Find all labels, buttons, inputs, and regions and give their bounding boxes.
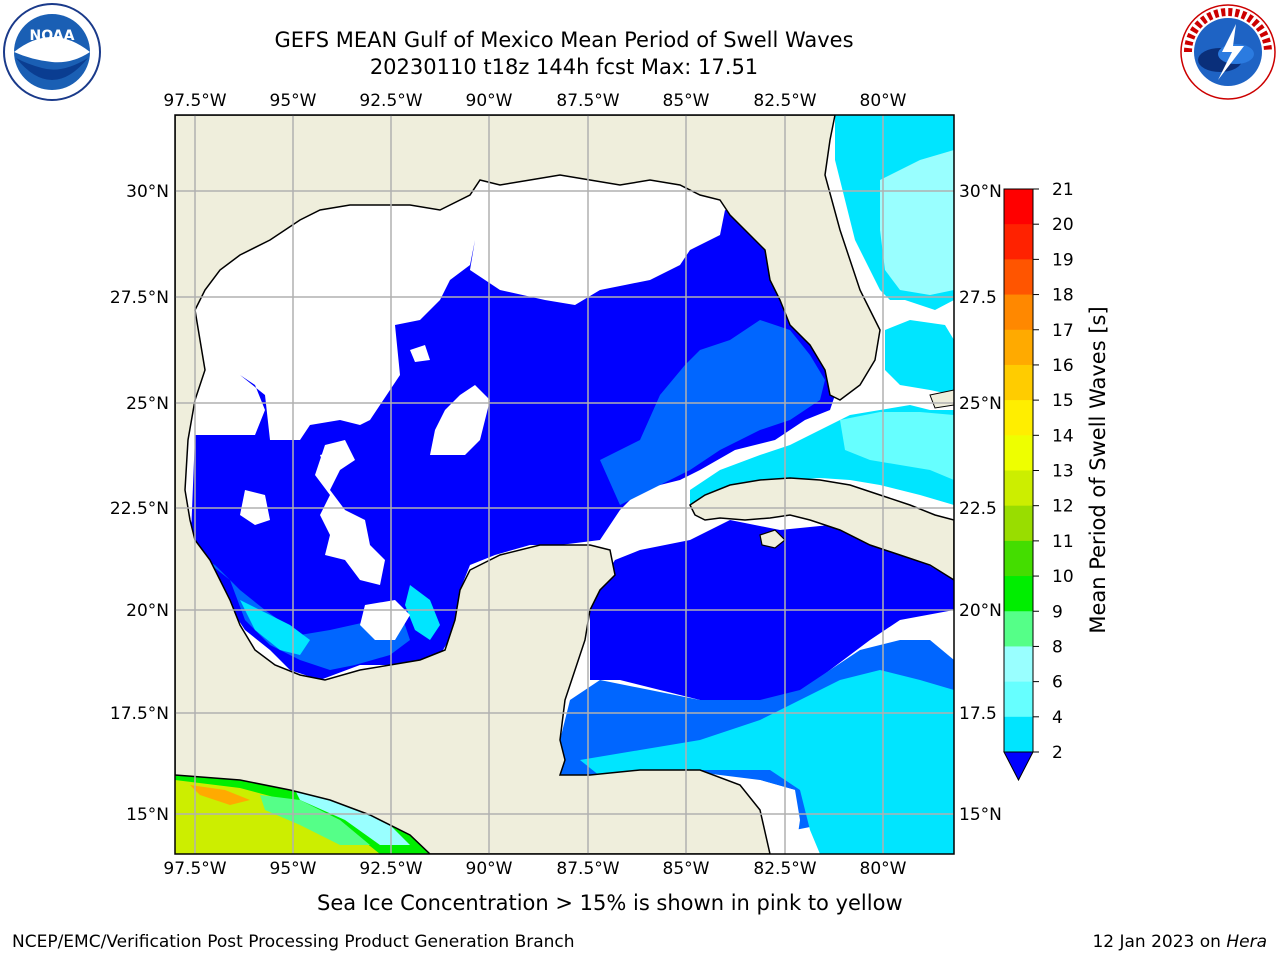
- land-north-america: [175, 115, 881, 854]
- lon-label-bottom: 97.5°W: [163, 859, 226, 879]
- swell-region-lightcyan-atlantic: [880, 150, 954, 295]
- colorbar-segment: [1004, 224, 1033, 260]
- colorbar-tick-label: 13: [1052, 462, 1074, 482]
- lat-label-left: 15°N: [126, 805, 169, 825]
- colorbar-tick-label: 4: [1052, 708, 1063, 728]
- swell-region-white-7: [410, 345, 430, 362]
- colorbar-tick-label: 18: [1052, 286, 1074, 306]
- lon-label-top: 90°W: [466, 91, 513, 111]
- colorbar-segment: [1004, 435, 1033, 471]
- colorbar-segment: [1004, 716, 1033, 753]
- lon-label-top: 82.5°W: [753, 91, 816, 111]
- gridlines: [175, 115, 954, 854]
- colorbar-tick-label: 11: [1052, 532, 1074, 552]
- lon-labels-top: 97.5°W 95°W 92.5°W 90°W 87.5°W 85°W 82.5…: [163, 91, 906, 111]
- lat-label-right: 20°N: [959, 601, 1002, 621]
- map-frame: [174, 114, 955, 855]
- footer-host: Hera: [1226, 932, 1267, 952]
- swell-region-white-1: [315, 440, 385, 585]
- lon-label-top: 87.5°W: [556, 91, 619, 111]
- nws-logo: [1180, 4, 1276, 100]
- sea-ice-note: Sea Ice Concentration > 15% is shown in …: [317, 891, 903, 915]
- footer-date-text: 12 Jan 2023 on: [1092, 932, 1221, 952]
- swell-region-mid-blue-3: [205, 560, 410, 670]
- noaa-logo: NOAA: [3, 3, 101, 101]
- lat-labels-left: 30°N 27.5°N 25°N 22.5°N 20°N 17.5°N 15°N: [110, 182, 169, 825]
- lon-label-bottom: 82.5°W: [753, 859, 816, 879]
- colorbar-tick-label: 20: [1052, 215, 1074, 235]
- swell-region-cyan-campeche: [405, 585, 440, 640]
- lon-label-bottom: 85°W: [663, 859, 710, 879]
- footer-date: 12 Jan 2023 on Hera: [1092, 932, 1267, 952]
- colorbar-segment: [1004, 646, 1033, 683]
- swell-region-lightcyan-cuba: [840, 412, 954, 480]
- swell-region-mid-blue: [600, 320, 825, 505]
- lon-label-top: 85°W: [663, 91, 710, 111]
- colorbar-segment: [1004, 400, 1033, 436]
- colorbar-tick-label: 14: [1052, 426, 1074, 446]
- colorbar-tick-label: 12: [1052, 497, 1074, 517]
- lon-label-top: 97.5°W: [163, 91, 226, 111]
- colorbar: 21 20 19 18 17 16 15 14 13 12 11 10 9 8 6 4 2: [1003, 180, 1074, 782]
- colorbar-tick-label: 15: [1052, 391, 1074, 411]
- colorbar-tick-label: 16: [1052, 356, 1074, 376]
- colorbar-tick-label: 21: [1052, 180, 1074, 200]
- colorbar-tick-label: 17: [1052, 321, 1074, 341]
- lon-label-bottom: 80°W: [860, 859, 907, 879]
- lat-label-left: 22.5°N: [110, 499, 169, 519]
- colorbar-tick-label: 2: [1052, 743, 1063, 763]
- lat-labels-right: 30°N 27.5 25°N 22.5 20°N 17.5 15°N: [959, 182, 1002, 825]
- noaa-logo-text: NOAA: [30, 28, 75, 44]
- swell-region-caribbean-blue: [590, 520, 954, 710]
- colorbar-segment: [1004, 576, 1033, 612]
- swell-region-white-4: [320, 450, 345, 468]
- swell-region-cyan-east: [885, 320, 954, 395]
- chart-title: GEFS MEAN Gulf of Mexico Mean Period of …: [274, 28, 854, 52]
- chart-subtitle: 20230110 t18z 144h fcst Max: 17.51: [369, 55, 759, 79]
- colorbar-extend-arrow: [1003, 751, 1034, 782]
- footer-credit: NCEP/EMC/Verification Post Processing Pr…: [12, 932, 575, 952]
- pacific-orange: [190, 785, 250, 805]
- lat-label-right: 22.5: [959, 499, 997, 519]
- lon-label-bottom: 90°W: [466, 859, 513, 879]
- colorbar-segment: [1004, 189, 1033, 225]
- lon-label-top: 92.5°W: [359, 91, 422, 111]
- lon-label-top: 80°W: [860, 91, 907, 111]
- lat-label-left: 27.5°N: [110, 288, 169, 308]
- lat-label-right: 25°N: [959, 394, 1002, 414]
- lat-label-right: 17.5: [959, 704, 997, 724]
- lon-label-bottom: 87.5°W: [556, 859, 619, 879]
- colorbar-segment: [1004, 611, 1033, 647]
- colorbar-segment: [1004, 540, 1033, 577]
- land-isle-of-youth: [759, 529, 786, 549]
- lon-label-top: 95°W: [270, 91, 317, 111]
- pacific-lightgreen: [260, 795, 370, 845]
- lat-label-left: 25°N: [126, 394, 169, 414]
- colorbar-tick-label: 19: [1052, 250, 1074, 270]
- lat-label-left: 17.5°N: [110, 704, 169, 724]
- swell-region-cyan-south: [580, 670, 954, 854]
- colorbar-segment: [1004, 259, 1033, 296]
- colorbar-segment: [1004, 470, 1033, 507]
- colorbar-tick-label: 10: [1052, 567, 1074, 587]
- lat-label-right: 27.5: [959, 288, 997, 308]
- colorbar-segment: [1004, 364, 1033, 401]
- colorbar-tick-label: 6: [1052, 673, 1063, 693]
- lon-labels-bottom: 97.5°W 95°W 92.5°W 90°W 87.5°W 85°W 82.5…: [163, 859, 906, 879]
- colorbar-segment: [1004, 681, 1033, 718]
- lat-label-right: 30°N: [959, 182, 1002, 202]
- lat-label-left: 30°N: [126, 182, 169, 202]
- colorbar-segment: [1004, 294, 1033, 331]
- colorbar-tick-label: 9: [1052, 602, 1063, 622]
- lon-label-bottom: 95°W: [270, 859, 317, 879]
- colorbar-label: Mean Period of Swell Waves [s]: [1086, 306, 1110, 633]
- colorbar-segment: [1004, 505, 1033, 542]
- colorbar-segment: [1004, 329, 1033, 366]
- colorbar-tick-label: 8: [1052, 637, 1063, 657]
- swell-field: [175, 115, 954, 854]
- lat-label-left: 20°N: [126, 601, 169, 621]
- lon-label-bottom: 92.5°W: [359, 859, 422, 879]
- lat-label-right: 15°N: [959, 805, 1002, 825]
